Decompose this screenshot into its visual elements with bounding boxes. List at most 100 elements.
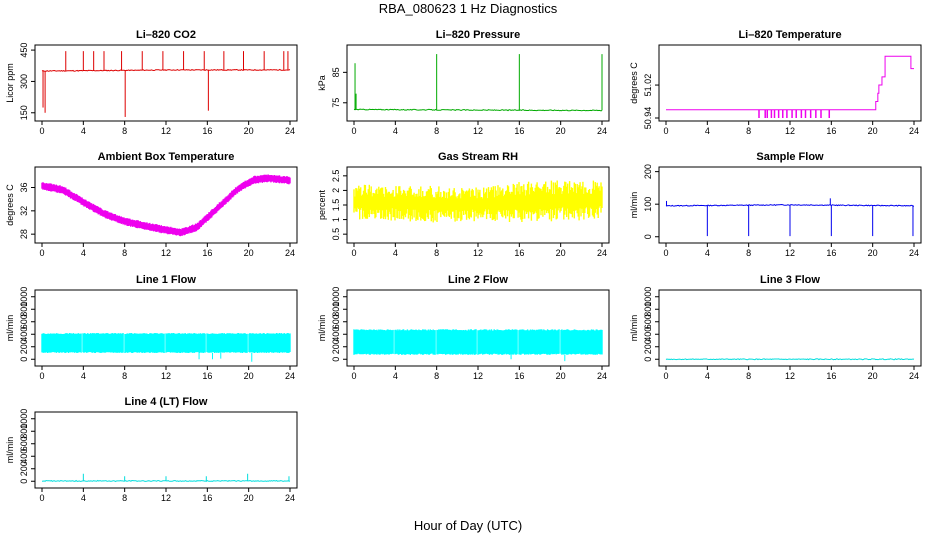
y-tick-label: 800 (643, 302, 653, 317)
x-tick-label: 24 (597, 248, 607, 258)
series-line (665, 358, 915, 361)
y-tick-label: 75 (331, 98, 341, 108)
x-tick-label: 16 (202, 371, 212, 381)
x-tick-label: 24 (285, 371, 295, 381)
x-tick-label: 8 (434, 371, 439, 381)
plot-frame (34, 289, 298, 367)
y-axis-label: kPa (317, 75, 327, 91)
x-tick-label: 4 (393, 126, 398, 136)
y-tick-label: 32 (19, 206, 29, 216)
series-line (353, 108, 603, 112)
x-tick-label: 24 (597, 371, 607, 381)
x-tick-label: 0 (39, 493, 44, 503)
panel-title: Line 4 (LT) Flow (125, 396, 208, 408)
y-tick-label: 200 (643, 339, 653, 354)
y-tick-label: 2.5 (331, 170, 341, 183)
x-tick-label: 4 (81, 371, 86, 381)
y-tick-label: 0 (643, 357, 653, 362)
y-tick-label: 0.5 (331, 228, 341, 241)
x-tick-label: 4 (81, 126, 86, 136)
x-tick-label: 12 (161, 248, 171, 258)
y-tick-label: 800 (19, 302, 29, 317)
x-tick-label: 0 (351, 248, 356, 258)
x-tick-label: 12 (161, 371, 171, 381)
series-line (41, 68, 291, 72)
x-tick-label: 8 (122, 493, 127, 503)
x-tick-label: 4 (705, 371, 710, 381)
y-tick-label: 400 (19, 449, 29, 464)
y-axis-label: ml/min (5, 437, 15, 464)
y-tick-label: 150 (19, 105, 29, 120)
x-tick-label: 20 (868, 248, 878, 258)
x-tick-label: 4 (393, 371, 398, 381)
x-tick-label: 0 (39, 371, 44, 381)
y-axis-label: ml/min (629, 315, 639, 342)
y-tick-label: 400 (19, 327, 29, 342)
x-tick-label: 20 (244, 493, 254, 503)
y-tick-label: 2 (331, 188, 341, 193)
data-series (41, 51, 291, 117)
y-tick-label: 200 (331, 339, 341, 354)
y-tick-label: 1000 (19, 409, 29, 429)
x-tick-label: 0 (663, 371, 668, 381)
y-axis-label: degrees C (5, 184, 15, 226)
y-tick-label: 0 (19, 357, 29, 362)
panel-title: Li–820 Temperature (738, 29, 841, 41)
x-tick-label: 12 (785, 371, 795, 381)
panel-5: Gas Stream RH 0 4 8 12 16 20 24 0.5 1 1.5 2 2.5 perce… (317, 151, 610, 258)
x-tick-label: 4 (705, 126, 710, 136)
x-tick-label: 4 (81, 248, 86, 258)
x-tick-label: 4 (393, 248, 398, 258)
data-series (666, 55, 914, 118)
x-tick-label: 12 (161, 493, 171, 503)
panel-title: Line 3 Flow (760, 274, 820, 286)
x-tick-label: 12 (473, 248, 483, 258)
y-tick-label: 50.94 (643, 107, 653, 130)
x-tick-label: 8 (434, 126, 439, 136)
y-tick-label: 36 (19, 182, 29, 192)
x-tick-label: 24 (597, 126, 607, 136)
x-tick-label: 16 (202, 248, 212, 258)
y-tick-label: 0 (643, 234, 653, 239)
x-tick-label: 20 (556, 126, 566, 136)
x-tick-label: 0 (39, 126, 44, 136)
x-tick-label: 16 (514, 126, 524, 136)
x-tick-label: 0 (663, 248, 668, 258)
x-tick-label: 0 (351, 371, 356, 381)
y-tick-label: 600 (643, 314, 653, 329)
panel-title: Li–820 Pressure (436, 29, 520, 41)
panel-2: Li–820 Pressure 0 4 8 12 16 20 24 75 85 kPa (317, 29, 610, 136)
x-tick-label: 20 (868, 371, 878, 381)
y-tick-label: 800 (19, 424, 29, 439)
data-series (353, 54, 603, 112)
y-tick-label: 100 (643, 197, 653, 212)
panel-3: Li–820 Temperature 0 4 8 12 16 20 24 50.94 51.02 d… (629, 29, 922, 136)
x-tick-label: 20 (244, 248, 254, 258)
y-tick-label: 200 (19, 461, 29, 476)
x-tick-label: 16 (202, 126, 212, 136)
x-tick-label: 12 (473, 126, 483, 136)
x-tick-label: 20 (556, 248, 566, 258)
data-series (41, 473, 291, 482)
panel-title: Gas Stream RH (438, 151, 518, 163)
y-tick-label: 600 (19, 314, 29, 329)
y-axis-label: ml/min (317, 315, 327, 342)
y-tick-label: 0 (331, 357, 341, 362)
x-tick-label: 16 (826, 248, 836, 258)
x-tick-label: 4 (705, 248, 710, 258)
data-series (41, 174, 291, 237)
panel-title: Li–820 CO2 (136, 29, 196, 41)
plot-frame (34, 44, 298, 122)
y-tick-label: 1000 (19, 287, 29, 307)
y-tick-label: 1000 (331, 287, 341, 307)
x-tick-label: 0 (663, 126, 668, 136)
x-axis-label: Hour of Day (UTC) (413, 518, 523, 533)
x-tick-label: 12 (161, 126, 171, 136)
panel-4: Ambient Box Temperature 0 4 8 12 16 20 24 28 32 36… (5, 151, 298, 258)
panel-10: Line 4 (LT) Flow 0 4 8 12 16 20 24 0 200400600800… (5, 396, 298, 503)
x-tick-label: 24 (909, 371, 919, 381)
x-tick-label: 16 (826, 126, 836, 136)
